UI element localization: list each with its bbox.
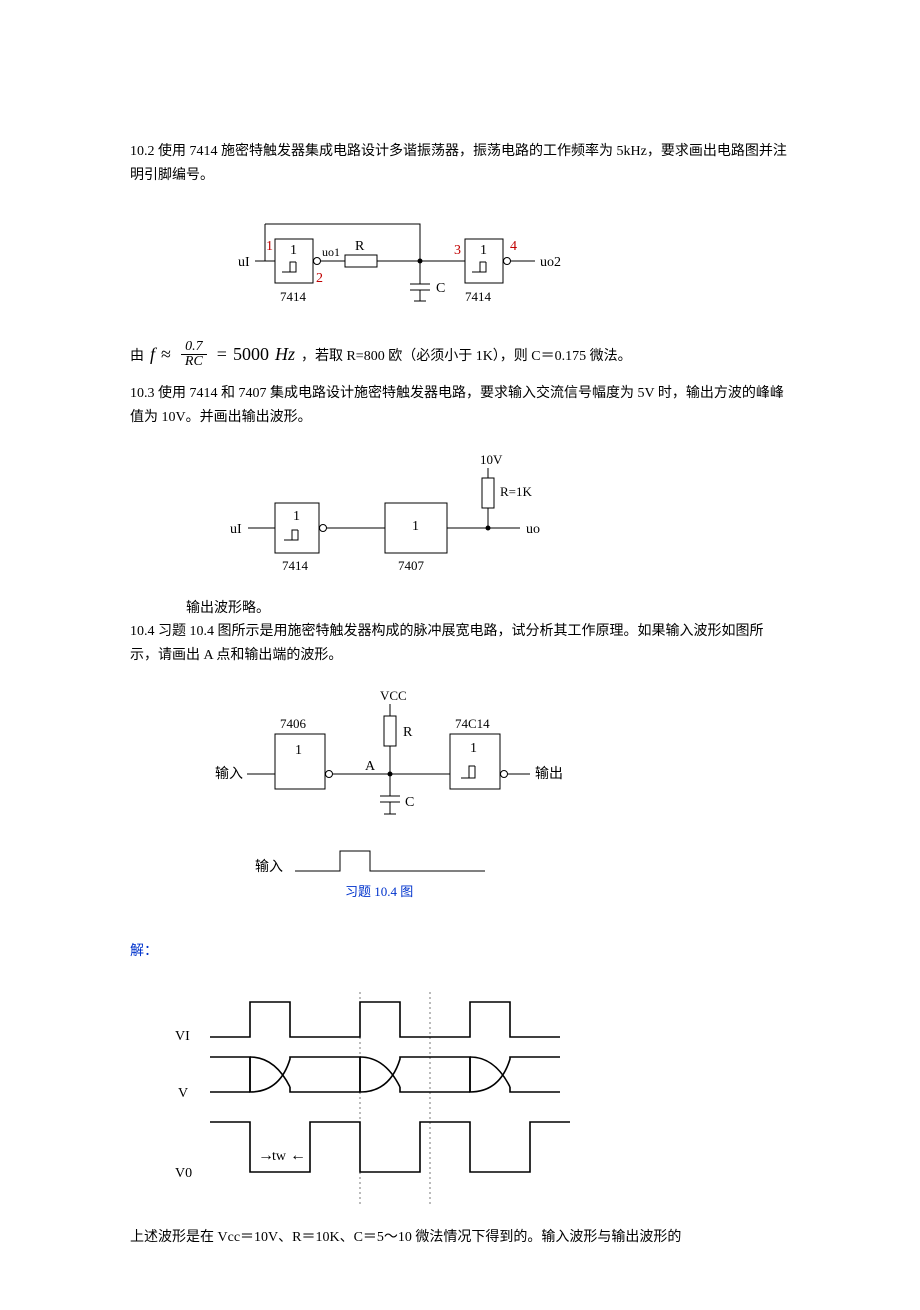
pin4: 4: [510, 239, 517, 254]
formula-eq: =: [217, 344, 227, 365]
p102-diagram: uI 1 1 2 7414 uo1 R: [130, 206, 790, 326]
pin2: 2: [316, 271, 323, 286]
p102-formula: 由 f ≈ 0.7 RC = 5000 Hz ，若取 R=800 欧（必须小于 …: [130, 340, 790, 370]
formula-unit: Hz: [275, 344, 295, 365]
C-label: C: [436, 281, 445, 296]
V-label: V: [178, 1086, 188, 1101]
chip2c-label: 74C14: [455, 716, 490, 731]
box2b-num: 1: [412, 519, 419, 534]
formula-num: 0.7: [181, 340, 207, 356]
solution-label: 解：: [130, 940, 790, 964]
in2-label: 输入: [255, 859, 283, 875]
uo2-label: uo2: [540, 255, 561, 270]
C2-label: C: [405, 795, 414, 810]
chip1b-label: 7414: [282, 558, 309, 573]
tw-label: tw: [272, 1149, 287, 1164]
box1-num: 1: [290, 243, 297, 258]
p104-tail: 上述波形是在 Vcc＝10V、R＝10K、C＝5～10 微法情况下得到的。输入波…: [130, 1226, 790, 1250]
box2c-num: 1: [470, 741, 477, 756]
R1k-label: R=1K: [500, 484, 533, 499]
pin1: 1: [266, 239, 273, 254]
p103-text: 10.3 使用 7414 和 7407 集成电路设计施密特触发器电路，要求输入交…: [130, 382, 790, 430]
box2-num: 1: [480, 243, 487, 258]
ui-label: uI: [238, 255, 250, 270]
A-label: A: [365, 759, 376, 774]
formula-val: 5000: [233, 344, 269, 365]
p102-text: 10.2 使用 7414 施密特触发器集成电路设计多谐振荡器，振荡电路的工作频率…: [130, 140, 790, 188]
vcc-label: VCC: [380, 688, 407, 703]
pin3: 3: [454, 243, 461, 258]
formula-approx: ≈: [161, 344, 171, 365]
uo1-label: uo1: [322, 245, 340, 259]
formula-lead: 由: [130, 345, 144, 365]
in-label: 输入: [215, 766, 243, 782]
p104-text: 10.4 习题 10.4 图所示是用施密特触发器构成的脉冲展宽电路，试分析其工作…: [130, 620, 790, 668]
box1b-num: 1: [293, 509, 300, 524]
formula-tail: ，若取 R=800 欧（必须小于 1K），则 C＝0.175 微法。: [301, 345, 632, 365]
chip1c-label: 7406: [280, 716, 307, 731]
ui2-label: uI: [230, 522, 242, 537]
formula-f: f: [150, 344, 155, 365]
box1c-num: 1: [295, 743, 302, 758]
uo-label: uo: [526, 522, 540, 537]
p103-note: 输出波形略。: [130, 597, 790, 621]
formula-den: RC: [181, 355, 207, 370]
arrow-r: ←: [290, 1147, 306, 1164]
V0-label: V0: [175, 1166, 192, 1181]
R2-label: R: [403, 725, 413, 740]
v10-label: 10V: [480, 452, 503, 467]
chip2-label: 7414: [465, 289, 492, 304]
p104-waveforms: VI V V0: [130, 982, 790, 1212]
chip2b-label: 7407: [398, 558, 425, 573]
chip1-label: 7414: [280, 289, 307, 304]
VI-label: VI: [175, 1029, 190, 1044]
p104-caption: 习题 10.4 图: [345, 884, 413, 899]
p103-diagram: 10V R=1K uI 1 7414 1 7407 uo: [130, 448, 790, 583]
out-label: 输出: [535, 766, 563, 782]
p104-diagram: VCC R 7406 1 输入 A C 74C14: [130, 686, 790, 926]
R-label: R: [355, 239, 365, 254]
